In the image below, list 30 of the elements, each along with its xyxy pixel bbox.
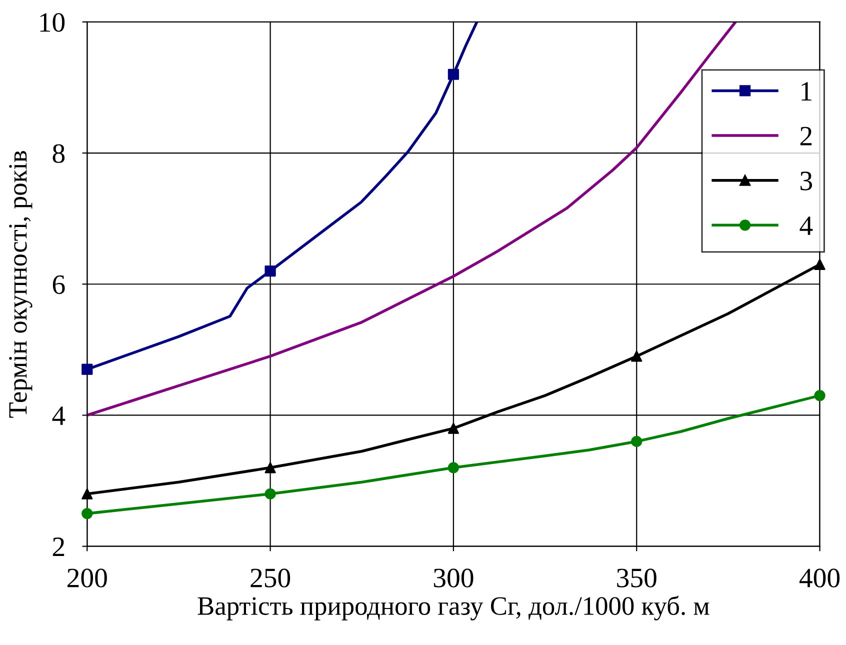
point bbox=[448, 462, 460, 474]
y-tick-label: 4 bbox=[52, 406, 66, 425]
legend-label: 3 bbox=[800, 172, 812, 190]
x-tick-label: 250 bbox=[250, 568, 290, 588]
point bbox=[631, 350, 642, 362]
point bbox=[264, 462, 276, 474]
x-tick-label: 300 bbox=[434, 568, 474, 588]
x-axis-title: Вартість природного газу Cг, дол./1000 куб. м bbox=[198, 596, 710, 620]
y-tick-label: 8 bbox=[52, 144, 65, 163]
y-tick-label: 6 bbox=[52, 275, 65, 294]
y-tick-label: 10 bbox=[40, 13, 65, 32]
legend-label: 2 bbox=[800, 126, 812, 146]
point bbox=[82, 364, 93, 375]
point bbox=[814, 258, 826, 270]
point bbox=[814, 390, 826, 402]
y-tick-label: 2 bbox=[52, 538, 64, 556]
point bbox=[631, 436, 642, 447]
x-tick-label: 200 bbox=[68, 568, 107, 588]
legend-label: 1 bbox=[802, 82, 812, 100]
line-series bbox=[87, 22, 737, 417]
x-tick-label: 400 bbox=[799, 568, 840, 588]
point bbox=[82, 488, 93, 500]
x-tick-label: 350 bbox=[617, 568, 656, 588]
point bbox=[82, 508, 93, 520]
y-axis-title: Термін окупності, років bbox=[9, 150, 32, 418]
point bbox=[448, 68, 460, 80]
point bbox=[264, 265, 276, 277]
point bbox=[448, 422, 460, 434]
legend-label: 4 bbox=[800, 216, 813, 235]
point bbox=[264, 488, 276, 500]
